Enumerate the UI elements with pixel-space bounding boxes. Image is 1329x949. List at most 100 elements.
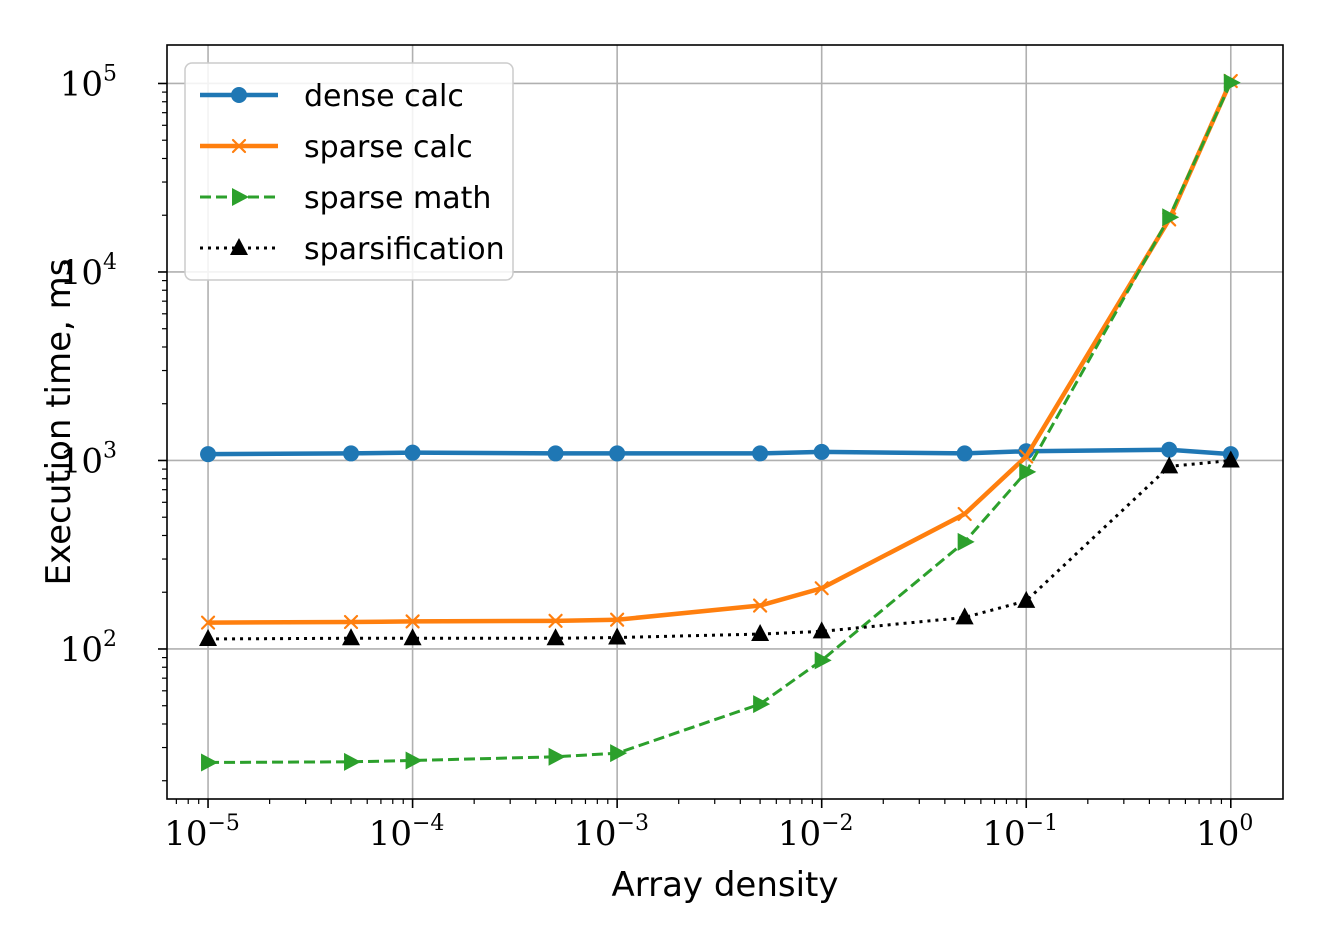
data-point bbox=[405, 614, 420, 629]
x-tick-label: 10−4 bbox=[369, 811, 445, 854]
data-point bbox=[1161, 441, 1178, 458]
legend-label: dense calc bbox=[304, 79, 464, 114]
x-tick-base: 10 bbox=[982, 814, 1025, 854]
y-tick-base: 10 bbox=[60, 630, 103, 670]
data-point bbox=[200, 615, 216, 630]
data-point bbox=[547, 445, 564, 462]
data-point bbox=[405, 751, 423, 770]
y-tick-base: 10 bbox=[60, 253, 103, 293]
x-tick-label: 100 bbox=[1196, 811, 1253, 854]
data-point bbox=[956, 445, 973, 462]
data-point-stroke bbox=[1019, 449, 1034, 464]
data-point bbox=[548, 613, 563, 628]
legend-marker-stroke bbox=[231, 138, 247, 154]
legend-box bbox=[184, 62, 514, 281]
data-point bbox=[1221, 450, 1240, 468]
x-tick-label: 10−3 bbox=[573, 811, 649, 854]
x-tick-label: 10−5 bbox=[164, 811, 240, 854]
data-point bbox=[957, 532, 975, 551]
data-point bbox=[814, 581, 829, 596]
data-point bbox=[548, 747, 566, 766]
legend-item: sparsification bbox=[200, 232, 505, 267]
x-tick-exponent: −5 bbox=[207, 811, 239, 836]
legend-marker bbox=[231, 138, 247, 154]
x-tick-exponent: −2 bbox=[821, 811, 853, 836]
data-point-stroke bbox=[405, 614, 420, 629]
y-tick-label: 102 bbox=[60, 627, 117, 670]
y-tick-label: 105 bbox=[60, 61, 117, 104]
data-point bbox=[342, 628, 361, 646]
data-point bbox=[403, 628, 422, 646]
legend-marker bbox=[232, 188, 249, 206]
data-point bbox=[404, 444, 421, 461]
legend-label: sparse calc bbox=[304, 130, 473, 165]
data-point-stroke bbox=[200, 615, 216, 630]
data-point bbox=[812, 621, 831, 639]
data-point bbox=[753, 598, 768, 613]
data-point bbox=[343, 445, 360, 462]
data-point bbox=[753, 695, 771, 714]
series-dense-calc bbox=[200, 441, 1239, 463]
y-tick-exponent: 2 bbox=[103, 627, 117, 652]
series-sparsification bbox=[199, 450, 1240, 646]
legend: dense calc sparse calc sparse math sparsifi… bbox=[184, 62, 514, 281]
data-point bbox=[751, 624, 770, 642]
plot-frame bbox=[166, 44, 1284, 800]
y-axis-label: Execution time, ms bbox=[39, 259, 79, 586]
x-tick-exponent: −1 bbox=[1026, 811, 1058, 836]
legend-item: sparse calc bbox=[200, 130, 473, 165]
y-tick-base: 10 bbox=[60, 64, 103, 104]
data-point bbox=[1160, 456, 1179, 474]
legend-item: dense calc bbox=[200, 79, 464, 114]
x-tick-exponent: −3 bbox=[617, 811, 649, 836]
data-point bbox=[343, 614, 359, 630]
data-point bbox=[199, 628, 218, 646]
data-point bbox=[609, 445, 626, 462]
data-point bbox=[1019, 449, 1034, 464]
x-tick-exponent: 0 bbox=[1239, 811, 1253, 836]
legend-label: sparse math bbox=[304, 181, 491, 216]
data-point bbox=[1162, 208, 1180, 227]
legend-item: sparse math bbox=[200, 181, 491, 216]
series-layer bbox=[199, 73, 1241, 772]
x-tick-label: 10−2 bbox=[778, 811, 854, 854]
data-point bbox=[1017, 590, 1036, 608]
data-point bbox=[813, 443, 830, 460]
data-point-stroke bbox=[548, 613, 563, 628]
legend-label: sparsification bbox=[304, 232, 505, 267]
y-tick-label: 103 bbox=[60, 438, 117, 481]
y-tick-exponent: 4 bbox=[103, 250, 117, 275]
data-point bbox=[1019, 462, 1037, 481]
data-point bbox=[610, 612, 625, 627]
data-point bbox=[201, 753, 219, 772]
y-tick-exponent: 3 bbox=[103, 438, 117, 463]
x-tick-exponent: −4 bbox=[412, 811, 444, 836]
data-point bbox=[610, 744, 628, 763]
data-point bbox=[608, 627, 627, 645]
series-sparse-calc bbox=[200, 73, 1238, 630]
x-tick-base: 10 bbox=[1196, 814, 1239, 854]
data-point bbox=[546, 628, 565, 646]
data-point-stroke bbox=[753, 598, 768, 613]
y-tick-label: 104 bbox=[60, 250, 117, 293]
data-point-stroke bbox=[343, 614, 359, 630]
y-tick-exponent: 5 bbox=[103, 61, 117, 86]
data-point bbox=[752, 445, 769, 462]
x-tick-base: 10 bbox=[573, 814, 616, 854]
data-point bbox=[200, 446, 217, 463]
ticks bbox=[158, 82, 1232, 808]
data-point bbox=[1223, 73, 1241, 92]
data-point bbox=[344, 752, 362, 771]
legend-marker bbox=[230, 238, 248, 255]
y-tick-base: 10 bbox=[60, 441, 103, 481]
data-point bbox=[814, 651, 832, 670]
data-point-stroke bbox=[610, 612, 625, 627]
x-tick-base: 10 bbox=[369, 814, 412, 854]
data-point-stroke bbox=[957, 506, 972, 522]
data-point bbox=[957, 506, 972, 522]
x-tick-base: 10 bbox=[164, 814, 207, 854]
legend-marker bbox=[231, 87, 247, 103]
data-point bbox=[955, 607, 974, 625]
